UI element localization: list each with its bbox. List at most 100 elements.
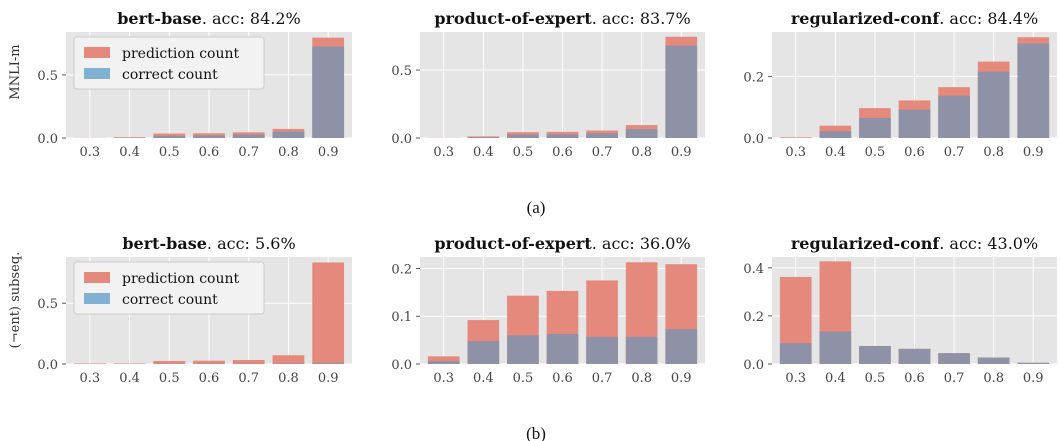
- correct-bar: [193, 135, 225, 138]
- x-tick-label: 0.9: [671, 145, 692, 160]
- x-tick-label: 0.6: [904, 145, 925, 160]
- correct-bar: [938, 95, 970, 138]
- y-tick-label: 0.5: [37, 297, 58, 312]
- y-tick-label: 0.0: [391, 132, 412, 147]
- chart-title-accuracy: . acc: 36.0%: [592, 234, 691, 253]
- correct-bar: [625, 129, 658, 138]
- prediction-bar: [193, 360, 225, 364]
- x-tick-label: 0.4: [473, 145, 494, 160]
- x-tick-label: 0.3: [433, 145, 454, 160]
- correct-bar: [312, 46, 345, 139]
- x-tick-label: 0.5: [159, 145, 180, 160]
- correct-bar: [546, 134, 579, 138]
- correct-bar: [665, 329, 698, 364]
- chart-title: bert-base. acc: 84.2%: [117, 9, 301, 28]
- correct-bar: [898, 348, 931, 364]
- y-tick-label: 0.0: [743, 358, 764, 373]
- prediction-bar: [113, 137, 146, 138]
- correct-bar: [232, 134, 265, 138]
- chart-title-accuracy: . acc: 83.7%: [592, 9, 691, 28]
- x-tick-label: 0.7: [592, 371, 613, 386]
- chart-title: regularized-conf. acc: 43.0%: [791, 234, 1038, 253]
- x-tick-label: 0.3: [785, 145, 806, 160]
- x-tick-label: 0.6: [199, 145, 220, 160]
- chart-title-model: product-of-expert: [434, 9, 592, 28]
- y-tick-label: 0.0: [37, 132, 58, 147]
- chart-title-model: bert-base: [117, 9, 202, 28]
- chart-panel-1: 0.3 0.4 0.5 0.6 0.7 0.8 0.9 0.0 0.5 bert-base. ac…: [37, 9, 352, 160]
- prediction-bar: [232, 359, 265, 364]
- x-tick-label: 0.7: [238, 145, 259, 160]
- chart-title-model: product-of-expert: [434, 234, 592, 253]
- x-tick-label: 0.8: [278, 371, 299, 386]
- chart-title: bert-base. acc: 5.6%: [122, 234, 295, 253]
- row-a-ylabel: MNLI-m: [8, 44, 23, 99]
- x-tick-label: 0.4: [473, 371, 494, 386]
- x-tick-label: 0.9: [1023, 145, 1044, 160]
- x-tick-label: 0.7: [944, 145, 965, 160]
- prediction-bar: [272, 355, 305, 364]
- correct-bar: [859, 117, 891, 138]
- correct-bar: [625, 336, 658, 364]
- chart-title-accuracy: . acc: 84.4%: [939, 9, 1038, 28]
- prediction-bar: [779, 137, 812, 138]
- x-tick-label: 0.6: [552, 371, 573, 386]
- x-tick-label: 0.6: [552, 145, 573, 160]
- x-tick-label: 0.4: [825, 145, 846, 160]
- prediction-bar: [153, 360, 186, 364]
- x-tick-label: 0.9: [318, 145, 339, 160]
- legend-box: [73, 36, 265, 90]
- correct-bar: [272, 131, 305, 138]
- correct-bar: [665, 45, 698, 138]
- correct-bar: [859, 345, 891, 364]
- correct-bar: [819, 331, 852, 364]
- legend-label-prediction: prediction count: [122, 46, 240, 62]
- chart-title: product-of-expert. acc: 83.7%: [434, 9, 690, 28]
- correct-bar: [977, 71, 1010, 138]
- y-tick-label: 0.1: [391, 310, 412, 325]
- legend-swatch-correct: [84, 68, 110, 79]
- chart-title: product-of-expert. acc: 36.0%: [434, 234, 690, 253]
- correct-bar: [546, 333, 579, 364]
- legend: prediction count correct count: [73, 261, 265, 315]
- row-a-caption: (a): [527, 198, 546, 217]
- legend-swatch-prediction: [84, 47, 110, 58]
- x-tick-label: 0.3: [785, 371, 806, 386]
- prediction-bar: [427, 356, 460, 364]
- correct-bar: [427, 361, 460, 364]
- correct-bar: [312, 363, 345, 364]
- legend-label-correct: correct count: [122, 292, 218, 308]
- correct-bar: [938, 353, 970, 364]
- prediction-bar: [153, 133, 186, 138]
- x-tick-label: 0.3: [433, 371, 454, 386]
- prediction-bar: [312, 262, 345, 364]
- chart-title-model: regularized-conf: [791, 9, 941, 28]
- correct-bar: [898, 109, 931, 138]
- legend-swatch-prediction: [84, 272, 110, 283]
- correct-bar: [467, 341, 500, 364]
- y-tick-label: 0.2: [743, 310, 764, 325]
- x-tick-label: 0.6: [199, 371, 220, 386]
- x-tick-label: 0.8: [983, 145, 1004, 160]
- chart-title-model: regularized-conf: [791, 234, 941, 253]
- correct-bar: [507, 134, 539, 138]
- x-tick-label: 0.7: [238, 371, 259, 386]
- y-tick-label: 0.5: [37, 69, 58, 84]
- x-tick-label: 0.3: [79, 371, 100, 386]
- correct-bar: [779, 343, 812, 364]
- correct-bar: [153, 135, 186, 138]
- x-tick-label: 0.7: [592, 145, 613, 160]
- legend-box: [73, 261, 265, 315]
- correct-bar: [507, 335, 539, 364]
- correct-bar: [586, 336, 618, 364]
- x-tick-label: 0.8: [631, 145, 652, 160]
- x-tick-label: 0.4: [119, 145, 140, 160]
- x-tick-label: 0.5: [513, 371, 534, 386]
- chart-panel-2: 0.3 0.4 0.5 0.6 0.7 0.8 0.9 0.0 0.5 product-of-ex…: [391, 9, 705, 160]
- x-tick-label: 0.5: [865, 371, 886, 386]
- legend-label-prediction: prediction count: [122, 271, 240, 287]
- chart-panel-3: 0.3 0.4 0.5 0.6 0.7 0.8 0.9 0.0 0.2 regularized-c…: [743, 9, 1057, 160]
- x-tick-label: 0.9: [318, 371, 339, 386]
- y-tick-label: 0.4: [743, 262, 764, 277]
